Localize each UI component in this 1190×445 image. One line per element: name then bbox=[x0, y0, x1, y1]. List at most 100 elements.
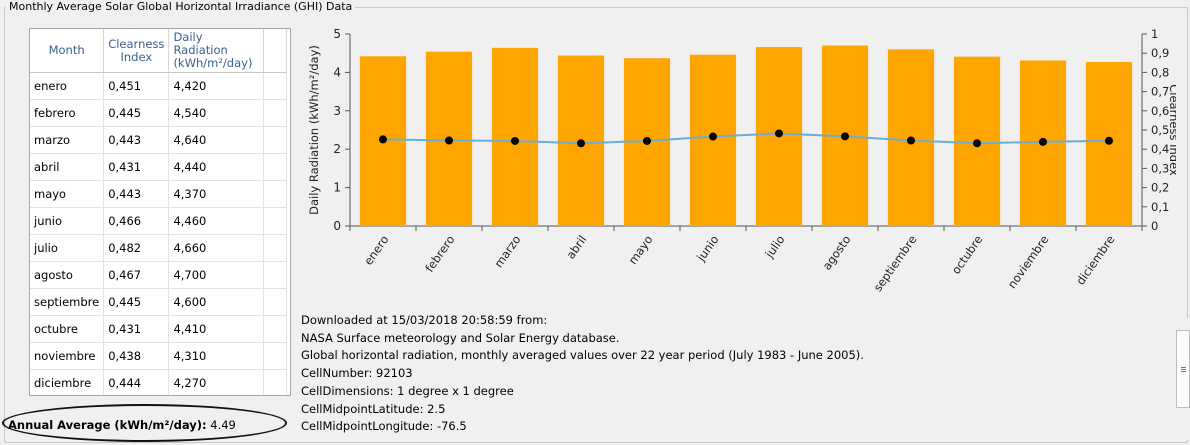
radiation-chart: 0 1 2 3 4 5 Daily Radiation (kWh/m²/day) 0 0,1 0,… bbox=[307, 27, 1176, 294]
table-row[interactable]: septiembre 0,445 4,600 bbox=[30, 288, 288, 316]
clearness-index-point bbox=[1105, 136, 1113, 145]
cell-daily-radiation: 4,460 bbox=[168, 207, 265, 235]
table-row[interactable]: diciembre 0,444 4,270 bbox=[30, 369, 288, 395]
y2-axis-tick-label: 0 bbox=[1151, 219, 1158, 233]
info-line: Global horizontal radiation, monthly ave… bbox=[301, 348, 864, 363]
table-row[interactable]: noviembre 0,438 4,310 bbox=[30, 342, 288, 370]
info-line: CellMidpointLatitude: 2.5 bbox=[301, 401, 446, 416]
ghi-group-box bbox=[4, 7, 1188, 443]
cell-daily-radiation: 4,700 bbox=[168, 261, 265, 289]
monthly-data-grid[interactable]: Month Clearness Index Daily Radiation (kWh… bbox=[29, 28, 291, 396]
y-axis-tick-label: 0 bbox=[333, 219, 341, 233]
scrollbar-grip-icon bbox=[1181, 367, 1186, 368]
clearness-index-point bbox=[379, 135, 387, 144]
x-axis-tick-label: febrero bbox=[422, 233, 457, 275]
column-header-label: Clearness bbox=[108, 36, 165, 51]
table-row[interactable]: enero 0,451 4,420 bbox=[30, 72, 288, 100]
y2-axis-tick-label: 1 bbox=[1151, 27, 1158, 41]
y2-axis-tick-label: 0,1 bbox=[1151, 200, 1169, 214]
cell-month: noviembre bbox=[30, 342, 105, 370]
x-axis-tick-label: junio bbox=[693, 233, 721, 265]
cell-month: diciembre bbox=[30, 369, 105, 395]
cell-filler bbox=[263, 180, 288, 208]
cell-daily-radiation: 4,640 bbox=[168, 126, 265, 154]
clearness-index-line bbox=[382, 132, 1110, 145]
y-axis-tick-label: 4 bbox=[333, 65, 341, 79]
table-row[interactable]: abril 0,431 4,440 bbox=[30, 153, 288, 181]
y-axis-tick-label: 3 bbox=[333, 104, 341, 118]
y-axis-tick-label: 2 bbox=[333, 142, 341, 156]
clearness-index-point bbox=[775, 129, 783, 138]
cell-month: julio bbox=[30, 234, 105, 262]
y-axis-label: Daily Radiation (kWh/m²/day) bbox=[307, 45, 321, 215]
cell-daily-radiation: 4,310 bbox=[168, 342, 265, 370]
group-title: Monthly Average Solar Global Horizontal … bbox=[6, 0, 356, 13]
info-line: Downloaded at 15/03/2018 20:58:59 from: bbox=[301, 313, 548, 327]
cell-month: octubre bbox=[30, 315, 105, 343]
clearness-index-point bbox=[511, 136, 519, 145]
cell-clearness-index: 0,444 bbox=[103, 369, 170, 395]
cell-month: agosto bbox=[30, 261, 105, 289]
x-axis-tick-label: agosto bbox=[820, 233, 854, 273]
cell-clearness-index: 0,438 bbox=[103, 342, 170, 370]
table-row[interactable]: julio 0,482 4,660 bbox=[30, 234, 288, 262]
table-row[interactable]: junio 0,466 4,460 bbox=[30, 207, 288, 235]
y-axis-tick-label: 5 bbox=[333, 27, 341, 41]
annual-average-value: 4.49 bbox=[210, 418, 236, 432]
x-axis-tick-label: noviembre bbox=[1005, 233, 1052, 291]
cell-month: febrero bbox=[30, 99, 105, 127]
cell-filler bbox=[263, 288, 288, 316]
cell-clearness-index: 0,431 bbox=[103, 315, 170, 343]
cell-clearness-index: 0,443 bbox=[103, 180, 170, 208]
column-header-radiation[interactable]: Daily Radiation (kWh/m²/day) bbox=[168, 29, 265, 73]
x-axis-tick-label: octubre bbox=[949, 233, 986, 277]
cell-daily-radiation: 4,370 bbox=[168, 180, 265, 208]
cell-clearness-index: 0,431 bbox=[103, 153, 170, 181]
clearness-index-point bbox=[577, 139, 585, 148]
cell-clearness-index: 0,445 bbox=[103, 288, 170, 316]
scrollbar-thumb[interactable] bbox=[1176, 330, 1190, 408]
cell-clearness-index: 0,466 bbox=[103, 207, 170, 235]
clearness-index-point bbox=[907, 136, 915, 145]
table-row[interactable]: agosto 0,467 4,700 bbox=[30, 261, 288, 289]
clearness-index-point bbox=[445, 136, 453, 145]
cell-filler bbox=[263, 261, 288, 289]
y2-axis-tick-label: 0,6 bbox=[1151, 104, 1169, 118]
scrollbar-grip-icon bbox=[1181, 371, 1186, 372]
cell-daily-radiation: 4,420 bbox=[168, 72, 265, 100]
x-axis-tick-label: julio bbox=[762, 233, 788, 261]
clearness-index-point bbox=[643, 136, 651, 145]
y-axis-tick-label: 1 bbox=[333, 181, 341, 195]
column-header-sublabel: (kWh/m²/day) bbox=[173, 56, 253, 70]
cell-filler bbox=[263, 207, 288, 235]
x-axis-tick-label: enero bbox=[361, 233, 391, 268]
cell-month: junio bbox=[30, 207, 105, 235]
cell-daily-radiation: 4,270 bbox=[168, 369, 265, 395]
x-axis-tick-label: abril bbox=[563, 233, 589, 262]
table-row[interactable]: mayo 0,443 4,370 bbox=[30, 180, 288, 208]
clearness-index-point bbox=[1039, 137, 1047, 146]
cell-filler bbox=[263, 126, 288, 154]
column-header-month[interactable]: Month bbox=[30, 29, 105, 73]
bar bbox=[491, 47, 539, 226]
y2-axis-tick-label: 0,8 bbox=[1151, 65, 1169, 79]
annual-average-label: Annual Average (kWh/m²/day): bbox=[8, 418, 207, 432]
column-header-clearness[interactable]: Clearness Index bbox=[103, 29, 170, 73]
download-info: Downloaded at 15/03/2018 20:58:59 from: N… bbox=[301, 312, 864, 436]
table-row[interactable]: febrero 0,445 4,540 bbox=[30, 99, 288, 127]
info-line: CellNumber: 92103 bbox=[301, 366, 413, 381]
x-axis-tick-label: septiembre bbox=[871, 233, 920, 294]
cell-filler bbox=[263, 153, 288, 181]
info-line: CellDimensions: 1 degree x 1 degree bbox=[301, 383, 514, 398]
y2-axis-label: Clearness Index bbox=[1167, 84, 1176, 176]
column-header-label: Daily Radiation bbox=[173, 30, 228, 57]
cell-clearness-index: 0,482 bbox=[103, 234, 170, 262]
cell-daily-radiation: 4,660 bbox=[168, 234, 265, 262]
table-row[interactable]: octubre 0,431 4,410 bbox=[30, 315, 288, 343]
cell-filler bbox=[263, 99, 288, 127]
column-header-label: Month bbox=[48, 43, 85, 57]
y2-axis-tick-label: 0,2 bbox=[1151, 181, 1169, 195]
cell-daily-radiation: 4,440 bbox=[168, 153, 265, 181]
table-row[interactable]: marzo 0,443 4,640 bbox=[30, 126, 288, 154]
cell-daily-radiation: 4,410 bbox=[168, 315, 265, 343]
